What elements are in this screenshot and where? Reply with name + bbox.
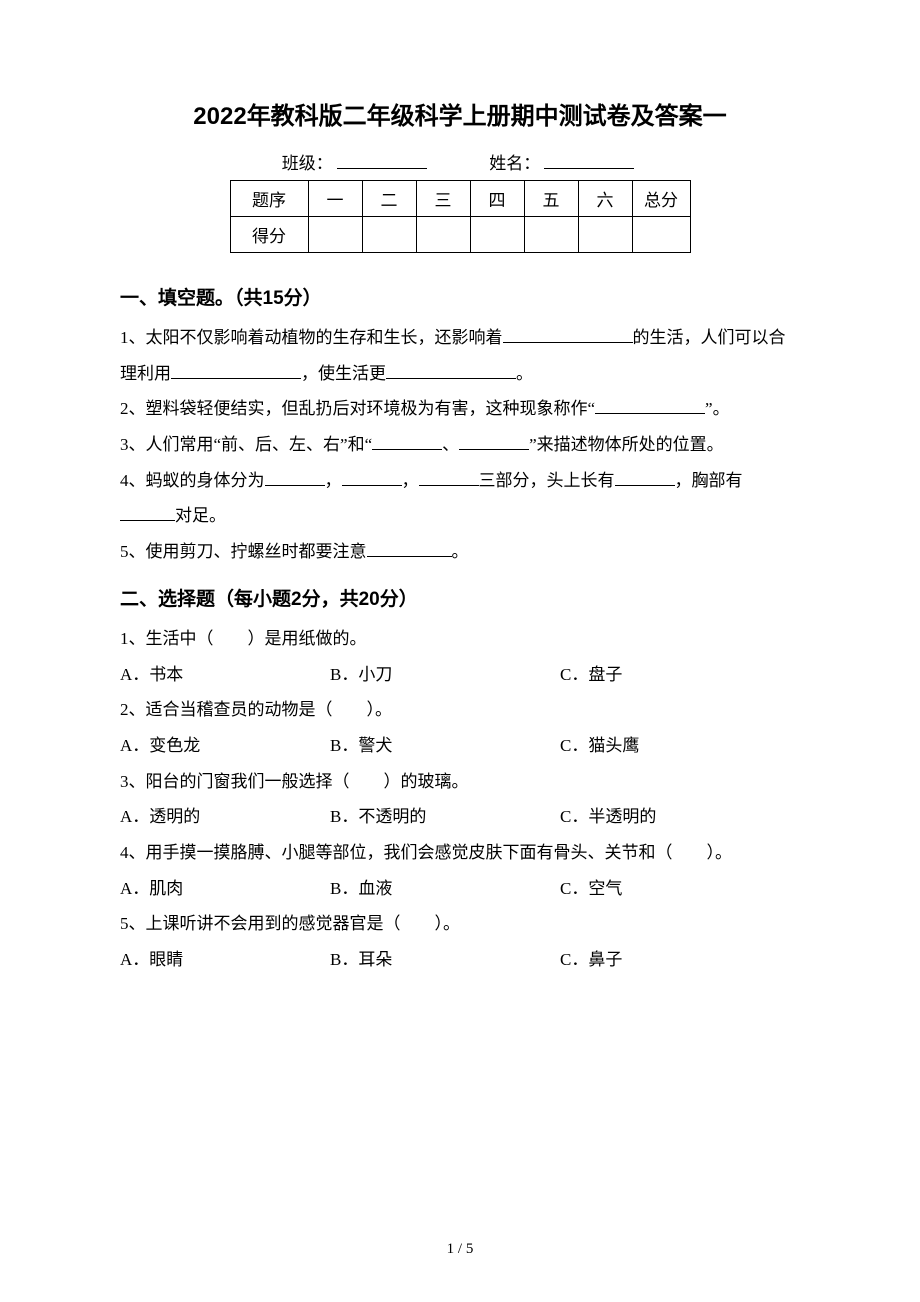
text: 3、人们常用“前、后、左、右”和“ [120,435,372,454]
blank [595,397,705,414]
opt-c: C．半透明的 [560,799,800,835]
blank [386,362,516,379]
name-label: 姓名： [489,154,540,173]
text: 5、使用剪刀、拧螺丝时都要注意 [120,542,367,561]
score-cell [470,217,524,253]
score-cell [362,217,416,253]
opt-a: A．书本 [120,657,330,693]
class-blank [337,152,427,169]
opt-b: B．警犬 [330,728,560,764]
row1-label: 题序 [230,181,308,217]
text: ，胸部有 [675,471,743,490]
s1-q4b: 对足。 [120,498,800,534]
blank [171,362,301,379]
text: 、 [442,435,459,454]
blank [503,326,633,343]
text: 对足。 [175,506,226,525]
text: ”来描述物体所处的位置。 [529,435,724,454]
page-title: 2022年教科版二年级科学上册期中测试卷及答案一 [120,96,800,131]
opt-c: C．空气 [560,871,800,907]
col-total: 总分 [632,181,690,217]
col-5: 五 [524,181,578,217]
col-6: 六 [578,181,632,217]
s2-q5-stem: 5、上课听讲不会用到的感觉器官是（ ）。 [120,906,800,942]
score-cell [416,217,470,253]
text: 。 [452,542,469,561]
text: ， [402,471,419,490]
col-1: 一 [308,181,362,217]
blank [419,469,479,486]
col-3: 三 [416,181,470,217]
section2-heading: 二、选择题（每小题2分，共20分） [120,584,800,611]
opt-b: B．血液 [330,871,560,907]
page-number: 1 / 5 [0,1241,920,1258]
s2-q1-stem: 1、生活中（ ）是用纸做的。 [120,621,800,657]
row2-label: 得分 [230,217,308,253]
s2-q3-opts: A．透明的 B．不透明的 C．半透明的 [120,799,800,835]
blank [367,540,452,557]
s2-q4-opts: A．肌肉 B．血液 C．空气 [120,871,800,907]
col-4: 四 [470,181,524,217]
table-row: 得分 [230,217,690,253]
table-row: 题序 一 二 三 四 五 六 总分 [230,181,690,217]
s2-q3-stem: 3、阳台的门窗我们一般选择（ ）的玻璃。 [120,764,800,800]
text: ，使生活更 [301,364,386,383]
s2-q2-stem: 2、适合当稽查员的动物是（ ）。 [120,692,800,728]
opt-b: B．耳朵 [330,942,560,978]
opt-a: A．变色龙 [120,728,330,764]
text: ， [325,471,342,490]
s2-q4-stem: 4、用手摸一摸胳膊、小腿等部位，我们会感觉皮肤下面有骨头、关节和（ ）。 [120,835,800,871]
section2-body: 1、生活中（ ）是用纸做的。 A．书本 B．小刀 C．盘子 2、适合当稽查员的动… [120,621,800,978]
s1-q4: 4、蚂蚁的身体分为 ， ， 三部分，头上长有 ，胸部有 [120,463,800,499]
document-page: 2022年教科版二年级科学上册期中测试卷及答案一 班级： 姓名： 题序 一 二 … [0,0,920,1302]
col-2: 二 [362,181,416,217]
opt-b: B．不透明的 [330,799,560,835]
blank [265,469,325,486]
class-label: 班级： [282,154,333,173]
s2-q2-opts: A．变色龙 B．警犬 C．猫头鹰 [120,728,800,764]
text: 4、蚂蚁的身体分为 [120,471,265,490]
text: 1、太阳不仅影响着动植物的生存和生长，还影响着 [120,328,503,347]
section1-body: 1、太阳不仅影响着动植物的生存和生长，还影响着的生活，人们可以合理利用，使生活更… [120,320,800,570]
blank [372,433,442,450]
opt-b: B．小刀 [330,657,560,693]
s1-q5: 5、使用剪刀、拧螺丝时都要注意 。 [120,534,800,570]
text: 三部分，头上长有 [479,471,615,490]
blank [342,469,402,486]
blank [120,504,175,521]
text: 。 [516,364,533,383]
blank [615,469,675,486]
opt-a: A．透明的 [120,799,330,835]
s2-q1-opts: A．书本 B．小刀 C．盘子 [120,657,800,693]
section1-heading: 一、填空题。（共15分） [120,283,800,310]
s1-q1: 1、太阳不仅影响着动植物的生存和生长，还影响着的生活，人们可以合理利用，使生活更… [120,320,800,391]
score-table: 题序 一 二 三 四 五 六 总分 得分 [230,180,691,253]
opt-c: C．猫头鹰 [560,728,800,764]
s1-q2: 2、塑料袋轻便结实，但乱扔后对环境极为有害，这种现象称作“ ”。 [120,391,800,427]
opt-a: A．眼睛 [120,942,330,978]
s1-q3: 3、人们常用“前、后、左、右”和“ 、 ”来描述物体所处的位置。 [120,427,800,463]
text: 2、塑料袋轻便结实，但乱扔后对环境极为有害，这种现象称作“ [120,399,595,418]
score-cell [524,217,578,253]
opt-c: C．鼻子 [560,942,800,978]
opt-c: C．盘子 [560,657,800,693]
name-blank [544,152,634,169]
score-cell [578,217,632,253]
opt-a: A．肌肉 [120,871,330,907]
meta-line: 班级： 姓名： [120,149,800,174]
s2-q5-opts: A．眼睛 B．耳朵 C．鼻子 [120,942,800,978]
text: ”。 [705,399,730,418]
score-cell [632,217,690,253]
score-cell [308,217,362,253]
blank [459,433,529,450]
